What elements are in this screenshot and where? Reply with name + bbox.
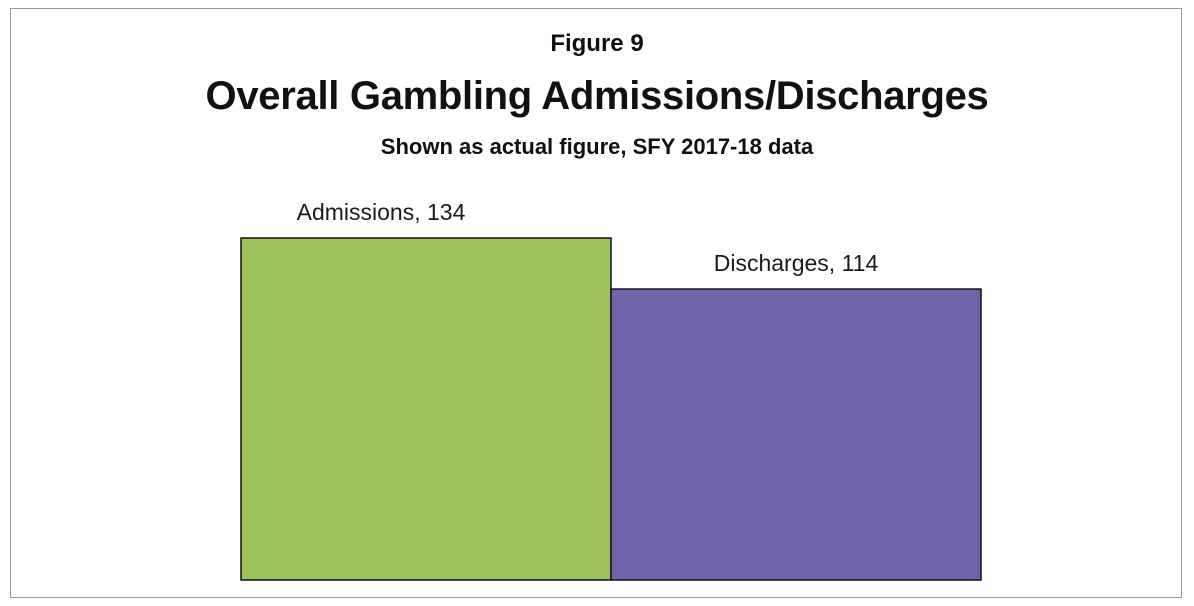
bar-admissions [240, 237, 612, 581]
data-label-admissions: Admissions, 134 [297, 199, 466, 225]
chart-title: Overall Gambling Admissions/Discharges [205, 74, 989, 118]
bar-discharges [610, 288, 982, 581]
figure-label: Figure 9 [550, 30, 644, 57]
data-label-discharges: Discharges, 114 [714, 250, 879, 276]
chart-subtitle: Shown as actual figure, SFY 2017-18 data [380, 134, 814, 159]
